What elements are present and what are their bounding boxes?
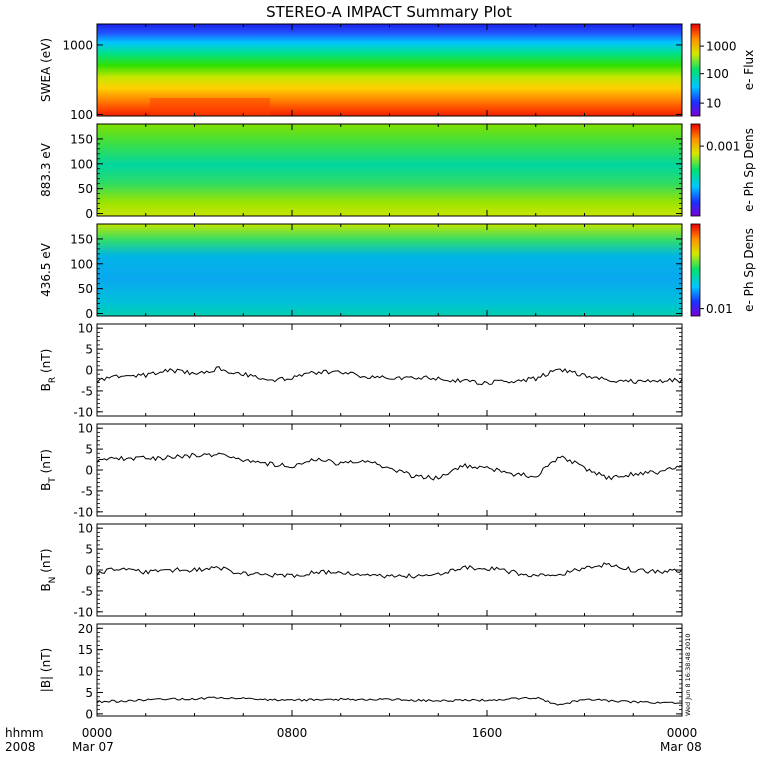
bt-panel: 10 5 0 -5 -10 BT (nT) (39, 422, 683, 519)
y-tick-label: 150 (70, 232, 93, 246)
colorbar-tick-label: 1000 (706, 40, 737, 54)
y-tick-label: 0 (85, 307, 93, 321)
y-tick-label: 100 (70, 108, 93, 122)
footer-date-end: Mar 08 (660, 740, 702, 754)
y-axis-label-sub: R (48, 377, 58, 383)
y-axis-label: 883.3 eV (39, 142, 53, 197)
y-tick-label: 1000 (62, 38, 93, 52)
x-tick-label: 0800 (277, 726, 308, 740)
y-axis-label: |B| (nT) (39, 648, 53, 692)
colorbar-tick-label: 0.01 (706, 302, 733, 316)
y-axis-label: BR (nT) (39, 349, 58, 392)
timestamp: Wed Jun 8 16:38:48 2010 (684, 634, 692, 716)
y-tick-label: 0 (85, 207, 93, 221)
bn-frame (96, 523, 683, 617)
pad-883-heatmap (97, 124, 682, 216)
pad-883-panel: 150 100 50 0 883.3 eV (39, 123, 683, 221)
bt-frame (96, 423, 683, 517)
y-tick-label: 0 (85, 564, 93, 578)
y-axis-label: SWEA (eV) (39, 38, 53, 102)
field-trace-line (96, 366, 683, 386)
y-axis-label-unit: (nT) (39, 349, 53, 377)
y-tick-label: 0 (85, 364, 93, 378)
field-trace-line (96, 452, 683, 481)
y-axis-label-sub: T (48, 477, 58, 484)
y-tick-label: 10 (78, 322, 93, 336)
y-tick-label: 100 (70, 257, 93, 271)
y-tick-label: 150 (70, 132, 93, 146)
y-axis-label: 436.5 eV (39, 242, 53, 297)
colorbar-436 (690, 223, 701, 317)
y-tick-label: 20 (78, 622, 93, 636)
y-tick-label: 5 (85, 343, 93, 357)
x-tick-label: 0000 (667, 726, 698, 740)
y-tick-label: 50 (78, 282, 93, 296)
colorbar-tick-label: 0.001 (706, 140, 740, 154)
y-tick-label: 10 (78, 665, 93, 679)
y-axis-label: BN (nT) (39, 548, 58, 591)
y-axis-label-unit: (nT) (39, 449, 53, 477)
y-axis-label-main: B (39, 583, 53, 591)
y-tick-label: -5 (81, 484, 93, 498)
y-axis-label-unit: (nT) (39, 548, 53, 576)
swea-panel: 1000 100 SWEA (eV) (39, 23, 683, 122)
y-tick-label: -10 (73, 505, 93, 519)
y-axis-label-main: B (39, 383, 53, 391)
footer-year-label: 2008 (5, 740, 36, 754)
swea-low-energy-band (150, 98, 270, 116)
field-trace-line (96, 562, 683, 579)
y-axis-label: BT (nT) (39, 449, 58, 491)
bmag-panel: 20 15 10 5 0 |B| (nT) (39, 622, 683, 721)
colorbar-label: e- Ph Sp Dens (742, 228, 756, 312)
plot-title: STEREO-A IMPACT Summary Plot (266, 3, 512, 21)
y-axis-label-main: B (39, 483, 53, 491)
y-tick-label: 50 (78, 182, 93, 196)
y-tick-label: 0 (85, 464, 93, 478)
colorbar-883 (690, 123, 701, 217)
y-tick-label: 0 (85, 707, 93, 721)
x-tick-label: 0000 (82, 726, 113, 740)
bn-panel: 10 5 0 -5 -10 BN (nT) (39, 522, 683, 619)
pad-436-heatmap (97, 224, 682, 316)
y-tick-label: -5 (81, 584, 93, 598)
colorbar-tick-label: 10 (706, 97, 721, 111)
colorbar-label: e- Flux (742, 50, 756, 90)
y-tick-label: 100 (70, 157, 93, 171)
colorbar-tick-label: 100 (706, 67, 729, 81)
br-frame (96, 323, 683, 417)
y-axis-label-sub: N (48, 577, 58, 584)
y-tick-label: -10 (73, 605, 93, 619)
footer-time-label: hhmm (5, 726, 44, 740)
y-tick-label: -10 (73, 405, 93, 419)
y-tick-label: 15 (78, 643, 93, 657)
y-tick-label: 10 (78, 522, 93, 536)
footer-date-start: Mar 07 (72, 740, 114, 754)
br-panel: 10 5 0 -5 -10 BR (nT) (39, 322, 683, 419)
field-trace-line (96, 696, 683, 706)
y-tick-label: 5 (85, 686, 93, 700)
colorbar-flux (690, 23, 701, 117)
x-tick-label: 1600 (472, 726, 503, 740)
y-tick-label: 5 (85, 543, 93, 557)
y-tick-label: 10 (78, 422, 93, 436)
y-tick-label: -5 (81, 384, 93, 398)
colorbar-label: e- Ph Sp Dens (742, 128, 756, 212)
pad-436-panel: 150 100 50 0 436.5 eV (39, 223, 683, 321)
y-tick-label: 5 (85, 443, 93, 457)
bmag-frame (96, 623, 683, 717)
